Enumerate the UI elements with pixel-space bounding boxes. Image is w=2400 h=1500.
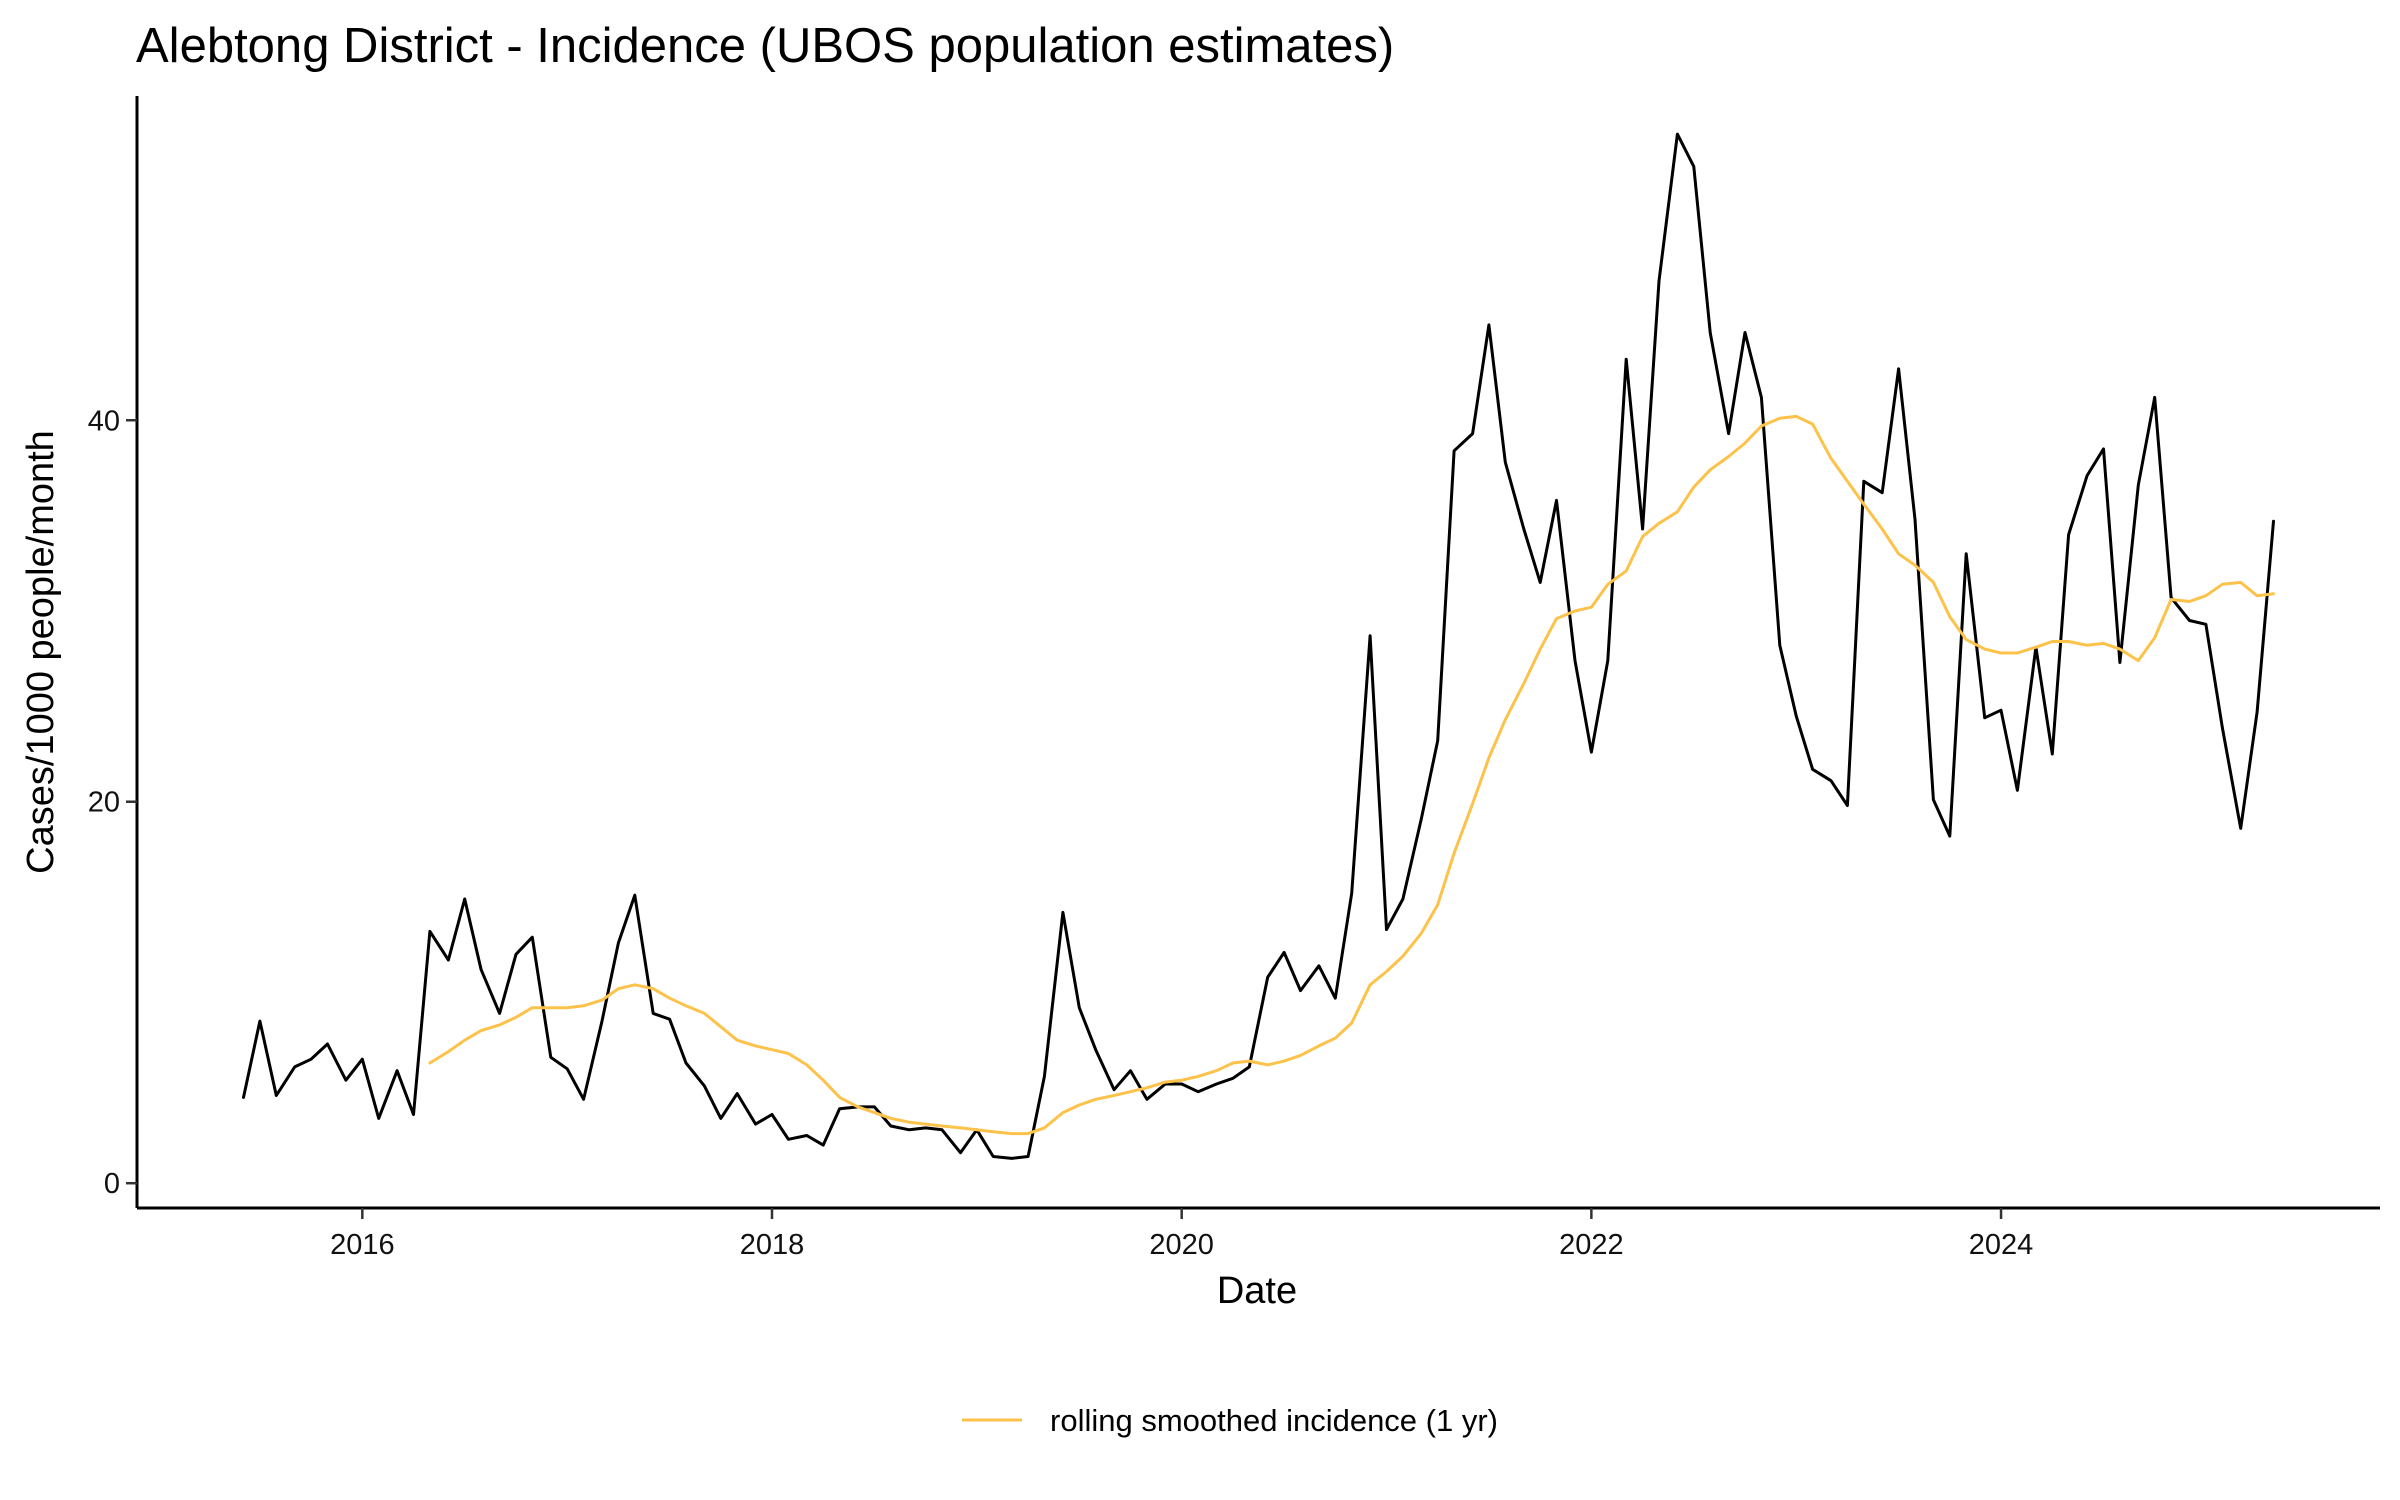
- x-axis-ticks: 2016 2018 2020 2022 2024: [330, 1208, 2033, 1261]
- y-tick-label-20: 20: [88, 787, 120, 819]
- chart-title: Alebtong District - Incidence (UBOS popu…: [136, 19, 1394, 73]
- legend: rolling smoothed incidence (1 yr): [962, 1403, 1498, 1438]
- series-layer: [242, 132, 2275, 1160]
- series-line-rolling-smoothed: [428, 414, 2275, 1136]
- y-tick-label-0: 0: [104, 1168, 120, 1200]
- y-tick-label-40: 40: [88, 405, 120, 437]
- x-tick-label-2020: 2020: [1149, 1229, 1214, 1261]
- y-axis-ticks: 0 20 40: [88, 405, 137, 1200]
- y-axis-title: Cases/1000 people/month: [20, 430, 62, 874]
- x-tick-label-2022: 2022: [1559, 1229, 1624, 1261]
- legend-label-rolling: rolling smoothed incidence (1 yr): [1050, 1403, 1498, 1438]
- x-tick-label-2018: 2018: [740, 1229, 805, 1261]
- x-axis-title: Date: [1217, 1270, 1297, 1312]
- series-line-monthly-incidence: [242, 132, 2275, 1160]
- x-tick-label-2024: 2024: [1969, 1229, 2034, 1261]
- x-tick-label-2016: 2016: [330, 1229, 395, 1261]
